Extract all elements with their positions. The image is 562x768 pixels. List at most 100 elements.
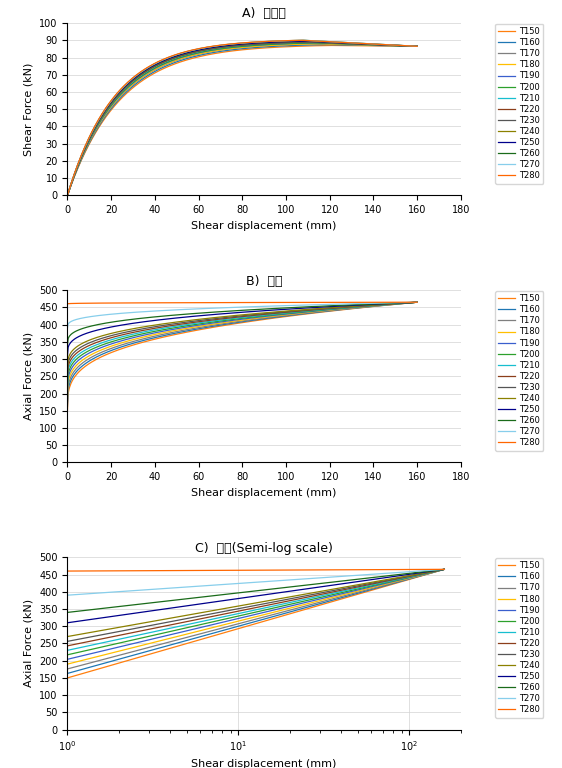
T260 [268, 584, 275, 594]
T270 [406, 41, 413, 51]
T220 [432, 567, 438, 576]
T240 [243, 600, 250, 609]
T160 [351, 41, 358, 50]
T160 [253, 315, 260, 324]
T220 [351, 302, 357, 311]
T200 [351, 303, 357, 312]
T180 [351, 303, 357, 313]
T240 [253, 38, 260, 48]
T220 [253, 310, 260, 319]
T170 [288, 605, 295, 614]
T170 [268, 611, 275, 620]
Legend: T150, T160, T170, T180, T190, T200, T210, T220, T230, T240, T250, T260, T270, T2: T150, T160, T170, T180, T190, T200, T210… [495, 291, 543, 451]
T200 [64, 650, 71, 660]
T170 [414, 41, 420, 51]
T270 [245, 578, 252, 588]
T160 [373, 584, 380, 593]
T280 [232, 298, 239, 307]
T150 [253, 44, 260, 53]
T280 [406, 41, 413, 51]
T260 [351, 38, 358, 48]
Line: T190: T190 [67, 43, 417, 195]
Line: T270: T270 [67, 40, 417, 195]
T280 [405, 298, 412, 307]
T280 [288, 565, 295, 574]
T250 [232, 308, 239, 317]
T230 [232, 41, 239, 50]
T260 [272, 304, 279, 313]
T230 [441, 564, 448, 574]
T180 [245, 614, 252, 623]
X-axis label: Shear displacement (mm): Shear displacement (mm) [192, 759, 337, 768]
T150 [245, 621, 252, 631]
T210 [245, 607, 252, 616]
T260 [243, 588, 250, 597]
T180 [64, 190, 71, 200]
T170 [253, 41, 260, 51]
T190 [64, 388, 71, 397]
Line: T230: T230 [67, 569, 445, 641]
T260 [405, 298, 412, 307]
T270 [232, 39, 239, 48]
T270 [64, 591, 71, 600]
T260 [230, 306, 237, 316]
Line: T210: T210 [67, 42, 417, 195]
T150 [243, 622, 250, 631]
T240 [414, 41, 420, 51]
T170 [318, 39, 324, 48]
T230 [305, 38, 311, 47]
Line: T270: T270 [67, 569, 445, 595]
T160 [243, 619, 250, 628]
T240 [230, 311, 237, 320]
T240 [272, 38, 279, 47]
Line: T180: T180 [67, 303, 417, 397]
T240 [64, 190, 71, 200]
T250 [243, 593, 250, 602]
T240 [272, 307, 279, 316]
T280 [414, 41, 420, 51]
T210 [414, 298, 420, 307]
Line: T260: T260 [67, 569, 445, 612]
T270 [405, 298, 412, 307]
T270 [230, 39, 237, 48]
T240 [414, 298, 420, 307]
T190 [405, 298, 412, 307]
T150 [272, 313, 279, 323]
T270 [64, 323, 71, 333]
Line: T280: T280 [67, 569, 445, 571]
T250 [405, 298, 412, 307]
T280 [351, 298, 357, 307]
T280 [298, 35, 305, 45]
T150 [268, 614, 275, 624]
T220 [230, 313, 237, 322]
T250 [441, 564, 448, 574]
T260 [373, 572, 380, 581]
T260 [245, 587, 252, 596]
T190 [232, 42, 239, 51]
T160 [64, 669, 71, 678]
T150 [406, 41, 413, 51]
T220 [64, 190, 71, 200]
T240 [288, 592, 295, 601]
Line: T270: T270 [67, 303, 417, 328]
T200 [405, 298, 412, 307]
T160 [64, 190, 71, 200]
Title: A)  전단력: A) 전단력 [242, 8, 286, 21]
T260 [288, 582, 295, 591]
T220 [232, 41, 239, 51]
T210 [268, 602, 275, 611]
T270 [232, 303, 239, 312]
T160 [322, 40, 329, 49]
Line: T200: T200 [67, 569, 445, 655]
T170 [373, 583, 380, 592]
Line: T250: T250 [67, 303, 417, 356]
T270 [300, 35, 307, 45]
T210 [414, 41, 420, 51]
T280 [64, 190, 71, 200]
T210 [351, 39, 358, 48]
T180 [230, 44, 237, 53]
T180 [406, 41, 413, 51]
Legend: T150, T160, T170, T180, T190, T200, T210, T220, T230, T240, T250, T260, T270, T2: T150, T160, T170, T180, T190, T200, T210… [495, 558, 543, 718]
T150 [232, 319, 239, 328]
T260 [64, 607, 71, 617]
